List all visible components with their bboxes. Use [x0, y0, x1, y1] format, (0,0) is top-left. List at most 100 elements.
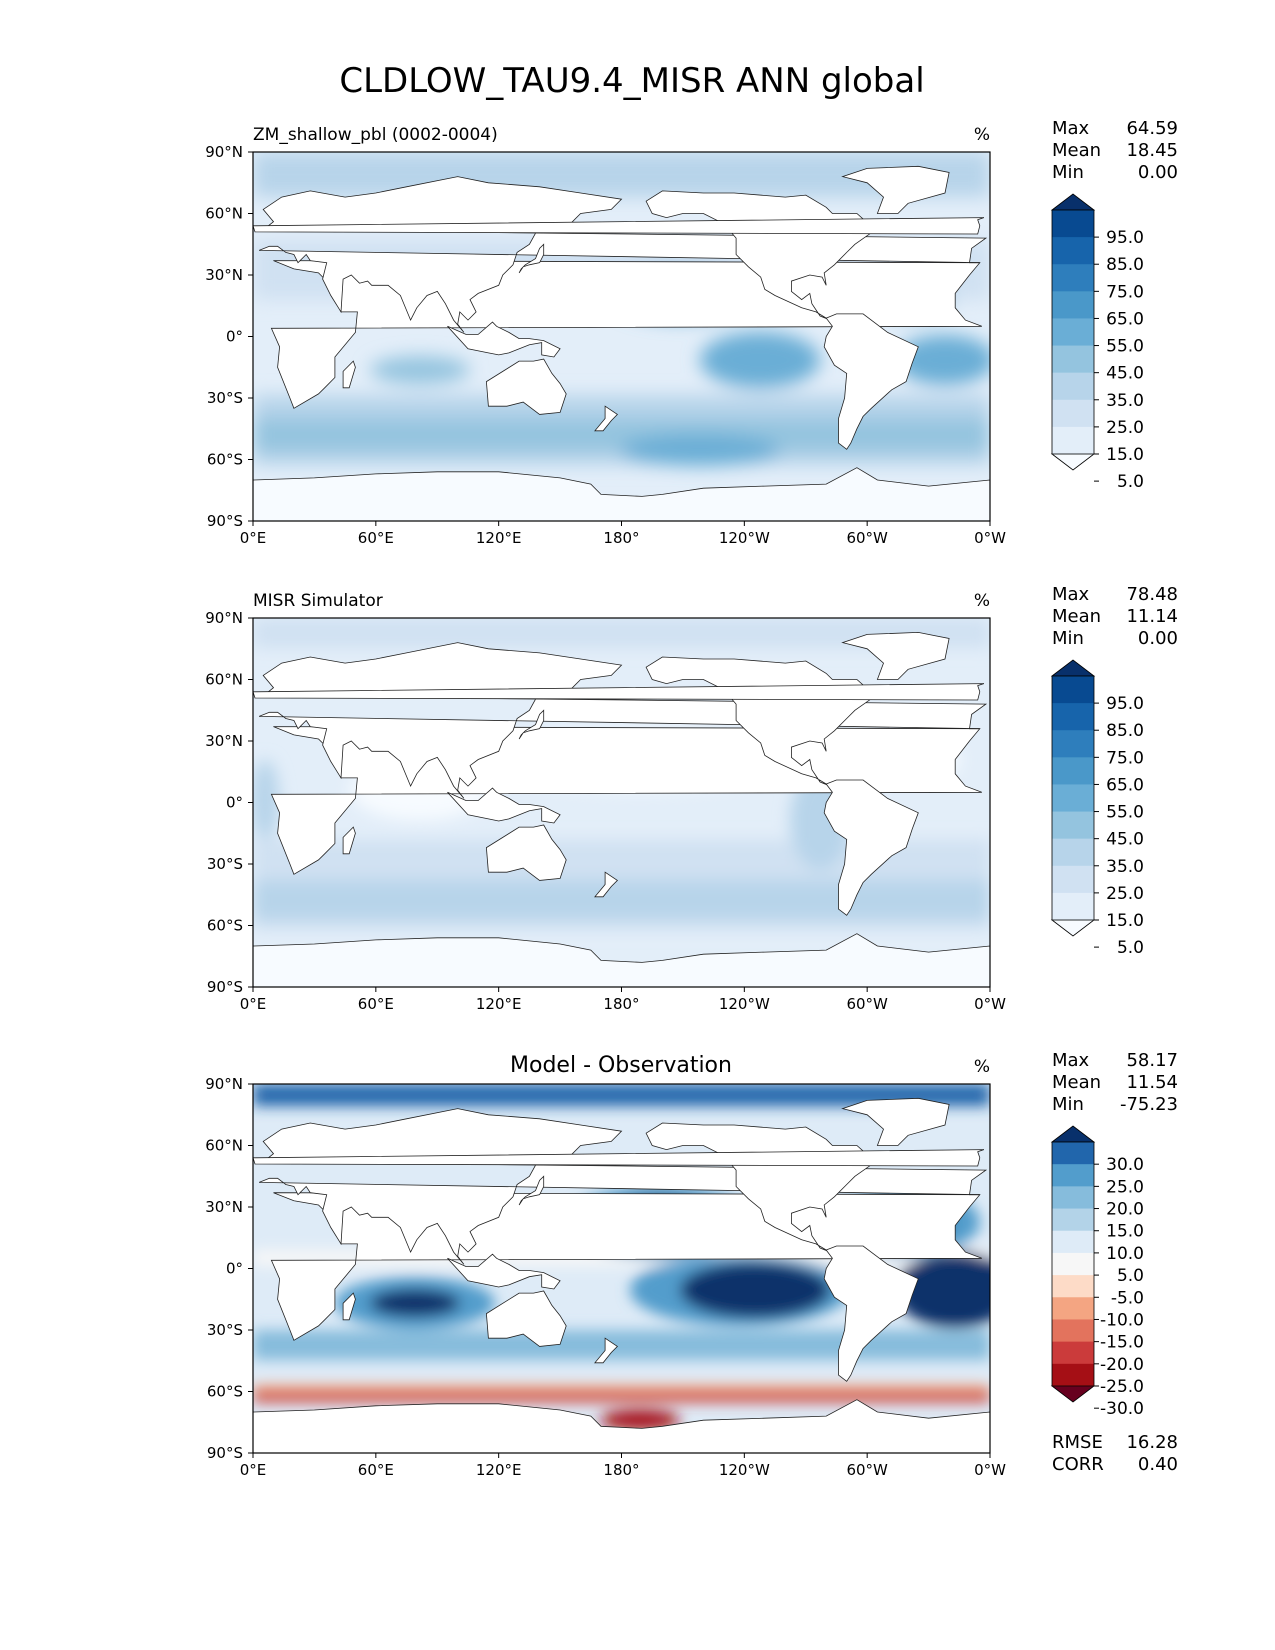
model-land [253, 165, 990, 521]
x-tick-labels: 0°E 60°E 120°E 180° 120°W 60°W 0°W [240, 521, 1006, 547]
y-tick-label: 0° [226, 1260, 243, 1278]
stat-value: 0.00 [1138, 628, 1178, 649]
colorbar-tick-label: 15.0 [1106, 1222, 1144, 1242]
colorbar-band [1052, 1230, 1094, 1254]
landmass-greenland [841, 631, 950, 680]
x-tick-label: 0°E [240, 995, 267, 1013]
obs-land [253, 631, 990, 987]
y-tick-label: 30°S [207, 1321, 243, 1339]
colorbar-band [1052, 1208, 1094, 1232]
y-tick-label: 90°S [207, 1444, 243, 1462]
colorbar-tick-label: 95.0 [1106, 694, 1144, 714]
colorbar-band [1052, 318, 1094, 347]
colorbar-frame [1051, 1141, 1095, 1387]
panel-model: ZM_shallow_pbl (0002-0004) % 0°E 60°E 120°… [205, 118, 1178, 547]
colorbar-extend-max [1050, 659, 1096, 677]
colorbar-tick-label: -15.0 [1100, 1333, 1144, 1353]
stat-value: 11.54 [1126, 1072, 1178, 1093]
landmass-indonesia [447, 787, 561, 824]
colorbar-tick-label: 25.0 [1106, 418, 1144, 438]
stats-block: Max 58.17 Mean 11.54 Min -75.23 [1052, 1050, 1178, 1115]
colorbar-band [1052, 1319, 1094, 1343]
colorbar-band [1052, 1186, 1094, 1210]
x-tick-label: 120°E [476, 995, 522, 1013]
colorbar-band [1052, 730, 1094, 758]
colorbar-tick-label: -25.0 [1100, 1377, 1144, 1397]
x-tick-label: 0°E [240, 1461, 267, 1479]
panel-units: % [974, 591, 990, 611]
colorbar-band [1052, 865, 1094, 894]
colorbar-band [1052, 838, 1094, 867]
x-tick-label: 0°E [240, 529, 267, 547]
panel-obs: MISR Simulator % 0°E 60°E 120°E 180° 120°W 60… [205, 584, 1178, 1013]
x-tick-label: 0°W [974, 529, 1006, 547]
y-tick-label: 0° [226, 794, 243, 812]
stat-label: Min [1052, 162, 1084, 183]
colorbar-band [1052, 1341, 1094, 1365]
stat-value: 16.28 [1126, 1432, 1178, 1453]
colorbar-tick-label: 85.0 [1106, 255, 1144, 275]
colorbar-tick-label: 25.0 [1106, 1177, 1144, 1197]
colorbar-band [1052, 1363, 1094, 1387]
x-tick-label: 120°E [476, 529, 522, 547]
x-tick-label: 120°E [476, 1461, 522, 1479]
colorbar-tick-label: 30.0 [1106, 1155, 1144, 1175]
stat-value: 58.17 [1126, 1050, 1178, 1071]
x-tick-label: 60°W [846, 995, 888, 1013]
colorbar-band [1052, 1164, 1094, 1187]
x-tick-label: 180° [603, 1461, 639, 1479]
colorbar-tick-label: 45.0 [1106, 830, 1144, 850]
y-tick-label: 60°S [207, 1383, 243, 1401]
colorbar-tick-label: 25.0 [1106, 884, 1144, 904]
landmass-japan [518, 1175, 545, 1206]
colorbar-frame [1051, 209, 1095, 455]
landmass-south-america [823, 1245, 919, 1382]
colorbar-band [1052, 345, 1094, 374]
colorbar-tick-label: -5.0 [1111, 1288, 1144, 1308]
colorbar-tick-label: 85.0 [1106, 721, 1144, 741]
stat-label: Mean [1052, 140, 1101, 161]
colorbar-tick-label: 35.0 [1106, 857, 1144, 877]
y-tick-labels: 90°N 60°N 30°N 0° 30°S 60°S 90°S [205, 1075, 253, 1462]
colorbar-tick-label: 65.0 [1106, 309, 1144, 329]
colorbar: 95.0 85.0 75.0 65.0 55.0 45.0 35.0 25.0 15.0 5.0 [1050, 193, 1144, 492]
y-tick-label: 30°N [205, 1198, 243, 1216]
x-tick-label: 0°W [974, 995, 1006, 1013]
stats-block: Max 78.48 Mean 11.14 Min 0.00 [1052, 584, 1178, 649]
landmass-australia [485, 358, 567, 415]
colorbar-band [1052, 1252, 1094, 1276]
colorbar-tick-label: 55.0 [1106, 337, 1144, 357]
colorbar-band [1052, 399, 1094, 428]
x-tick-label: 60°E [358, 1461, 394, 1479]
stat-label: CORR [1052, 1454, 1104, 1475]
colorbar-tick-label: 5.0 [1117, 472, 1144, 492]
y-tick-label: 90°S [207, 512, 243, 530]
landmass-antarctica [253, 1399, 990, 1453]
colorbar-band [1052, 892, 1094, 921]
y-tick-label: 90°S [207, 978, 243, 996]
landmass-new-zealand [594, 871, 619, 898]
colorbar-extend-max [1050, 193, 1096, 211]
landmass-madagascar [342, 826, 356, 855]
colorbar-band [1052, 811, 1094, 840]
colorbar-band [1052, 264, 1094, 292]
x-tick-label: 180° [603, 995, 639, 1013]
landmass-south-america [823, 313, 919, 450]
colorbar: 30.025.0 20.015.010.05.0-5.0-10.0 -15.0-20… [1050, 1125, 1144, 1419]
colorbar-extend-min [1050, 919, 1096, 937]
stat-value: 0.40 [1138, 1454, 1178, 1475]
colorbar-tick-label: 10.0 [1106, 1244, 1144, 1264]
landmass-uk [253, 1149, 985, 1167]
colorbar-band [1052, 676, 1094, 704]
colorbar-tick-label: 15.0 [1106, 445, 1144, 465]
landmass-australia [485, 1290, 567, 1347]
landmass-uk [253, 217, 985, 235]
stat-value: 0.00 [1138, 162, 1178, 183]
landmass-madagascar [342, 1292, 356, 1321]
colorbar-band [1052, 210, 1094, 238]
landmass-japan [518, 709, 545, 740]
stats-block: Max 64.59 Mean 18.45 Min 0.00 [1052, 118, 1178, 183]
colorbar-tick-label: -20.0 [1100, 1355, 1144, 1375]
panel-left-title: ZM_shallow_pbl (0002-0004) [253, 125, 498, 145]
